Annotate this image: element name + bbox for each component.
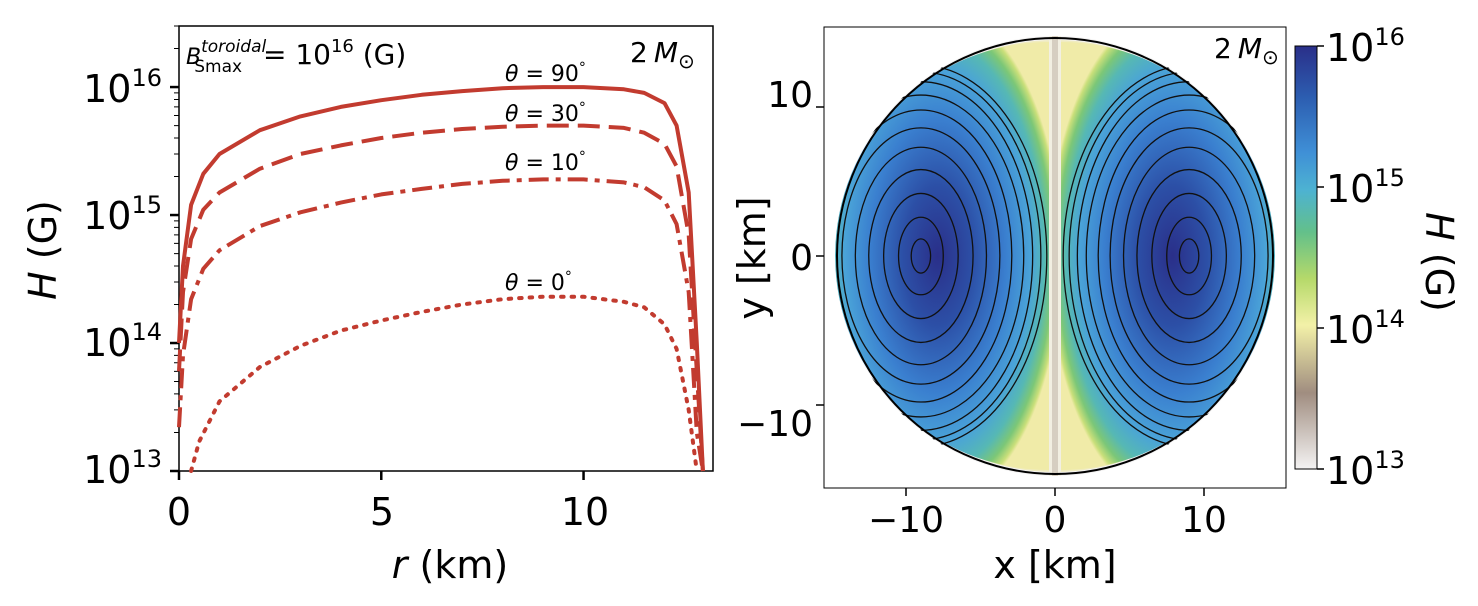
contour-left-8 bbox=[835, 81, 1034, 431]
label-theta-30: θ = 30° bbox=[505, 100, 586, 127]
x-axis-label: r (km) bbox=[392, 543, 508, 587]
cbar-tick-label-1e16: 1016 bbox=[1326, 23, 1405, 70]
rx-tick-label-neg10: −10 bbox=[868, 500, 944, 541]
contour-left-2 bbox=[883, 192, 959, 320]
contour-left-1 bbox=[897, 216, 944, 296]
left-panel: 1016 1015 1014 1013 0 5 10 r (km) H (G) … bbox=[21, 25, 714, 587]
right-panel: −10 0 10 10 0 −10 x [km] y [km] 2 M⊙ bbox=[730, 26, 1287, 587]
left-plot-frame bbox=[178, 25, 714, 472]
field-heatmap bbox=[835, 36, 1275, 476]
y-tick-label-1e15: 1015 bbox=[83, 191, 162, 238]
ry-tick-label-0: 0 bbox=[790, 238, 813, 279]
x-tick-label-10: 10 bbox=[561, 490, 609, 534]
label-theta-0: θ = 0° bbox=[505, 269, 572, 296]
mass-annotation-left: 2 M⊙ bbox=[630, 36, 695, 73]
cbar-tick-label-1e13: 1013 bbox=[1326, 446, 1405, 493]
star-surface bbox=[836, 37, 1274, 475]
cbar-tick-label-1e15: 1015 bbox=[1326, 164, 1405, 211]
colorbar-gradient bbox=[1294, 45, 1318, 470]
colorbar-ticks bbox=[1317, 45, 1324, 470]
contour-right-3 bbox=[1136, 168, 1242, 344]
contour-left-0 bbox=[910, 238, 932, 274]
series-line-1 bbox=[177, 123, 705, 472]
contour-right-0 bbox=[1178, 238, 1200, 274]
colorbar-label: H (G) bbox=[1417, 212, 1461, 312]
label-theta-10: θ = 10° bbox=[505, 149, 586, 176]
cbar-tick-label-1e14: 1014 bbox=[1326, 305, 1405, 352]
contour-right-7 bbox=[1085, 94, 1275, 418]
mass-annotation-right: 2 M⊙ bbox=[1214, 32, 1279, 69]
colorbar: 1016 1015 1014 1013 H (G) bbox=[1294, 23, 1461, 493]
left-curves bbox=[177, 85, 705, 473]
ry-tick-label-neg10: −10 bbox=[737, 404, 813, 445]
x-tick-label-5: 5 bbox=[370, 490, 394, 534]
left-major-ticks bbox=[170, 85, 585, 480]
bfield-annotation: Btoroidal Smax = 1016 (G) bbox=[186, 36, 406, 77]
ry-tick-label-10: 10 bbox=[767, 75, 813, 116]
left-minor-ticks bbox=[174, 25, 179, 433]
y-tick-label-1e13: 1013 bbox=[83, 445, 162, 492]
ry-axis-label: y [km] bbox=[730, 196, 774, 319]
contour-left-7 bbox=[835, 94, 1025, 418]
contour-right-2 bbox=[1151, 192, 1227, 320]
right-ticks bbox=[816, 106, 1205, 496]
field-lobe-left bbox=[835, 42, 1049, 470]
contour-right-5 bbox=[1109, 127, 1269, 385]
contour-left-6 bbox=[835, 109, 1013, 403]
series-line-0 bbox=[177, 85, 705, 472]
field-lobe-right bbox=[1061, 42, 1275, 470]
rx-tick-label-0: 0 bbox=[1044, 500, 1067, 541]
y-axis-label: H (G) bbox=[21, 200, 65, 300]
contour-right-6 bbox=[1097, 109, 1275, 403]
contour-right-8 bbox=[1076, 81, 1275, 431]
y-tick-label-1e14: 1014 bbox=[83, 318, 162, 365]
rx-axis-label: x [km] bbox=[993, 543, 1116, 587]
series-line-2 bbox=[177, 177, 705, 472]
label-theta-90: θ = 90° bbox=[505, 60, 586, 87]
y-tick-label-1e16: 1016 bbox=[83, 64, 162, 111]
y-minor-ticks bbox=[174, 25, 179, 433]
contour-left-5 bbox=[841, 127, 1001, 385]
contour-right-4 bbox=[1122, 146, 1256, 366]
contour-left-3 bbox=[868, 168, 974, 344]
contour-right-1 bbox=[1166, 216, 1213, 296]
x-tick-label-0: 0 bbox=[167, 490, 191, 534]
contour-left-4 bbox=[854, 146, 988, 366]
rx-tick-label-10: 10 bbox=[1181, 500, 1227, 541]
series-line-3 bbox=[189, 294, 699, 473]
